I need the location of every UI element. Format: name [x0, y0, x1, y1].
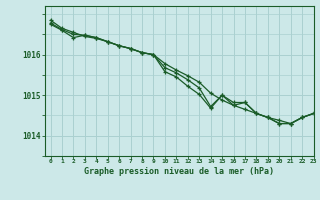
X-axis label: Graphe pression niveau de la mer (hPa): Graphe pression niveau de la mer (hPa): [84, 167, 274, 176]
